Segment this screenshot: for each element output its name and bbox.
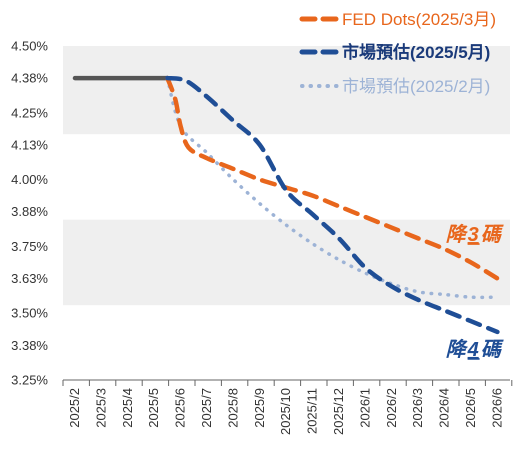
y-tick-label: 4.00%: [11, 172, 48, 187]
x-tick-label: 2026/6: [489, 388, 504, 428]
x-tick-label: 2025/2: [67, 388, 82, 428]
x-tick-label: 2026/3: [410, 388, 425, 428]
shaded-band-1: [63, 219, 510, 306]
legend-label: 市場預估(2025/2月): [342, 77, 490, 96]
y-tick-label: 3.38%: [11, 338, 48, 353]
y-tick-label: 3.75%: [11, 239, 48, 254]
y-tick-label: 4.50%: [11, 39, 48, 54]
x-tick-label: 2025/6: [173, 388, 188, 428]
series-line-0: [165, 75, 500, 281]
x-tick-label: 2025/12: [331, 388, 346, 435]
x-tick-label: 2025/7: [199, 388, 214, 428]
x-tick-label: 2025/9: [252, 388, 267, 428]
y-tick-label: 4.13%: [11, 137, 48, 152]
x-tick-label: 2025/10: [278, 388, 293, 435]
x-tick-label: 2026/5: [463, 388, 478, 428]
x-tick-label: 2025/3: [93, 388, 108, 428]
x-tick-label: 2026/4: [437, 388, 452, 428]
y-tick-label: 4.25%: [11, 105, 48, 120]
x-tick-label: 2025/8: [225, 388, 240, 428]
y-tick-label: 3.50%: [11, 306, 48, 321]
shaded-band-0: [63, 46, 510, 135]
y-tick-label: 3.63%: [11, 271, 48, 286]
x-tick-label: 2026/1: [357, 388, 372, 428]
y-tick-label: 3.88%: [11, 204, 48, 219]
x-tick-label: 2025/5: [146, 388, 161, 428]
x-tick-label: 2025/4: [120, 388, 135, 428]
y-tick-label: 4.38%: [11, 71, 48, 86]
series-line-1: [165, 75, 500, 335]
x-tick-label: 2026/2: [384, 388, 399, 428]
x-tick-label: 2025/11: [305, 388, 320, 434]
legend-label: FED Dots(2025/3月): [342, 10, 496, 29]
legend-label: 市場預估(2025/5月): [342, 42, 490, 62]
y-tick-label: 3.25%: [11, 373, 48, 388]
